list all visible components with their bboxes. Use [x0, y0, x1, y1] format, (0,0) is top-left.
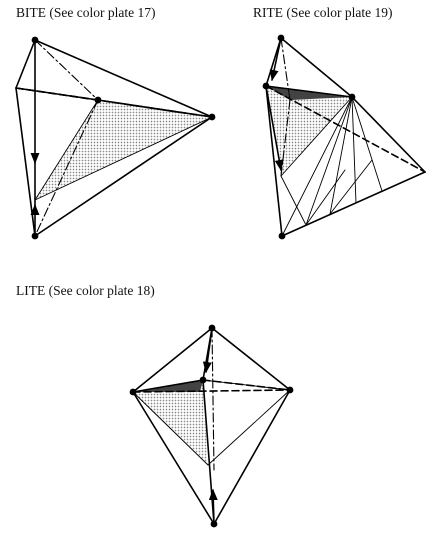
rite-fan-line [281, 176, 306, 225]
lite-edge [212, 328, 290, 390]
rite-edge [281, 38, 352, 97]
bite-light-face [35, 100, 212, 200]
bite-vertex [95, 97, 102, 104]
bite-diagram [16, 37, 215, 240]
rite-vertex [349, 94, 356, 101]
bite-caption: BITE (See color plate 17) [16, 5, 155, 20]
lite-arrow [213, 490, 214, 524]
bite-hidden-edge [35, 40, 98, 100]
lite-edge [208, 390, 290, 465]
rite-arrow [272, 38, 281, 80]
lite-arrow [206, 328, 212, 372]
bite-vertex [209, 114, 216, 121]
rite-vertex [263, 83, 270, 90]
rite-vertex [279, 233, 286, 240]
lite-vertex [130, 389, 137, 396]
bite-vertex [32, 37, 39, 44]
lite-vertex [200, 377, 207, 384]
bite-vertex [32, 233, 39, 240]
rite-caption: RITE (See color plate 19) [253, 5, 392, 20]
rite-vertex [278, 35, 285, 42]
lite-vertex [211, 521, 218, 528]
rite-fan-line [352, 97, 356, 203]
lite-vertex [209, 325, 216, 332]
lite-hidden-edge [212, 328, 214, 470]
bite-edge [16, 88, 35, 236]
bite-edge [16, 40, 35, 88]
lite-vertex [287, 387, 294, 394]
rite-edge [352, 97, 425, 172]
lite-diagram [130, 325, 294, 528]
rite-fan-line [352, 97, 382, 191]
rite-diagram [263, 35, 425, 240]
rite-edge [282, 172, 425, 236]
lite-edge [214, 390, 290, 524]
lite-caption: LITE (See color plate 18) [16, 283, 155, 298]
